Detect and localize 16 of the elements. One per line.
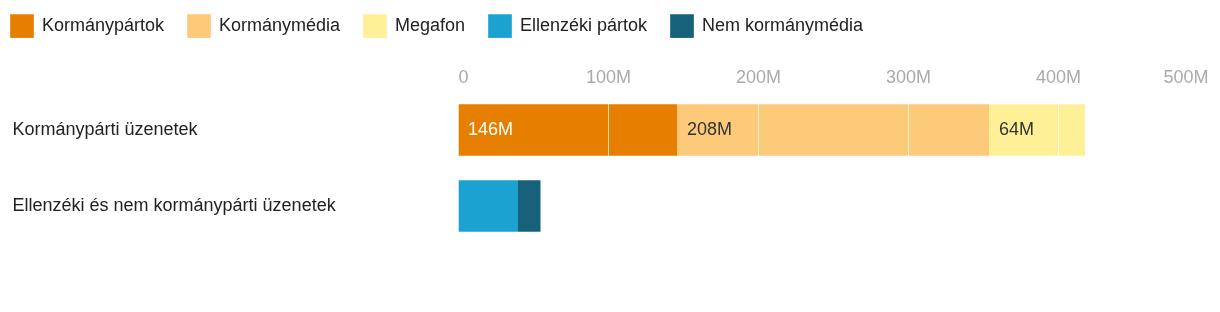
y-tick-label: Ellenzéki és nem kormánypárti üzenetek — [12, 195, 337, 215]
x-tick-label: 100M — [585, 66, 632, 87]
y-tick-label: Kormánypárti üzenetek — [12, 119, 199, 139]
legend-label: Nem kormánymédia — [702, 15, 865, 36]
legend-label: Kormánypártok — [42, 15, 166, 36]
legend-label: Kormánymédia — [219, 15, 342, 36]
legend-label: Ellenzéki pártok — [520, 15, 649, 36]
legend-label: Megafon — [395, 15, 466, 36]
x-tick-label: 400M — [1035, 66, 1082, 87]
data-label: 208M — [687, 119, 733, 139]
data-label: 64M — [999, 119, 1035, 139]
x-tick-label: 500M — [1163, 66, 1209, 87]
data-label: 146M — [468, 119, 514, 139]
x-tick-label: 300M — [885, 66, 932, 87]
x-tick-label: 200M — [735, 66, 782, 87]
x-tick-label: 0 — [458, 66, 469, 87]
